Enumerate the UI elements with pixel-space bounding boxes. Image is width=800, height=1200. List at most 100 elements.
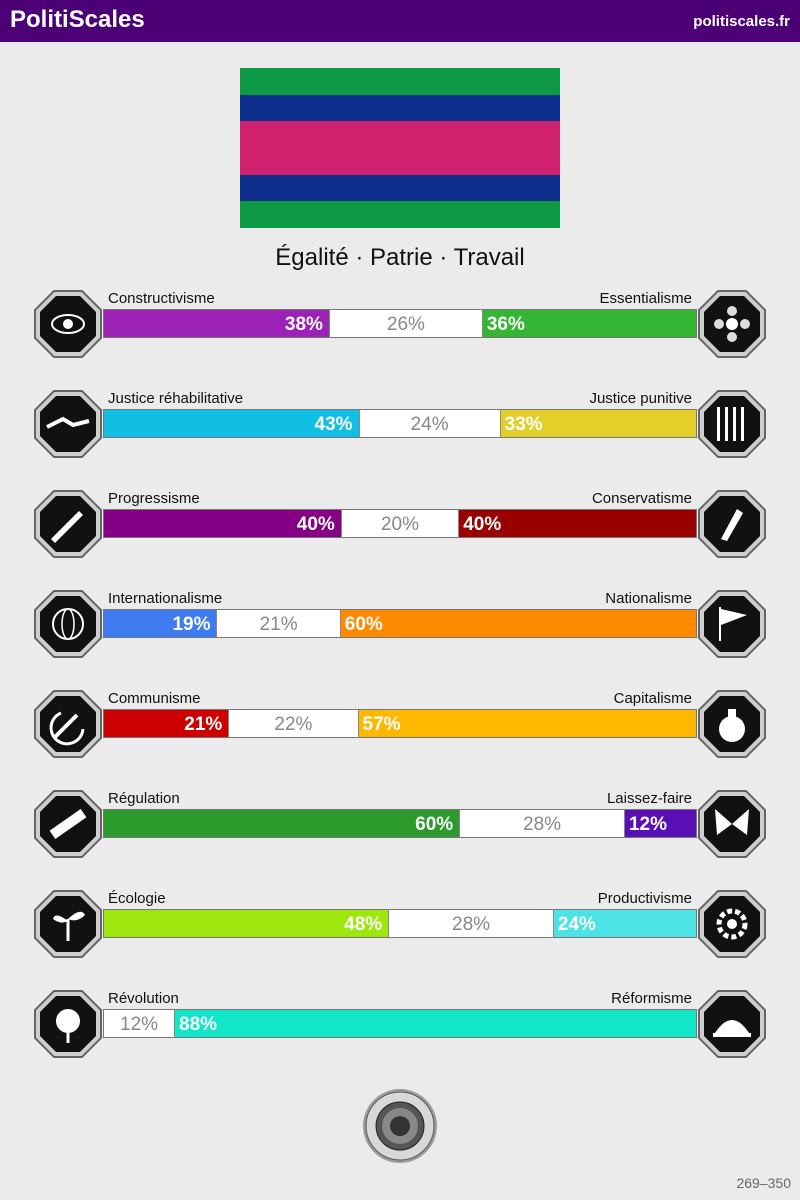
axis-row: Justice réhabilitative Justice punitive 43…	[0, 389, 800, 489]
hammer-sickle-icon	[34, 690, 102, 758]
axis-right-segment: 60%	[340, 610, 696, 637]
axis-row: Écologie Productivisme 48% 28% 24%	[0, 889, 800, 989]
axis-neutral-segment-value: 12%	[120, 1014, 159, 1035]
axis-right-segment-value: 60%	[344, 614, 383, 635]
axis-right-segment: 57%	[358, 710, 696, 737]
axis-neutral-segment-value: 28%	[523, 814, 562, 835]
rocket-icon	[34, 490, 102, 558]
axis-row: Internationalisme Nationalisme 19% 21% 60%	[0, 589, 800, 689]
axis-bar: 43% 24% 33%	[103, 409, 697, 438]
axis-right-label: Nationalisme	[605, 590, 692, 607]
gear-icon	[698, 890, 766, 958]
axis-right-segment-value: 57%	[362, 714, 401, 735]
axis-row: Régulation Laissez-faire 60% 28% 12%	[0, 789, 800, 889]
axis-right-segment-value: 40%	[463, 514, 502, 535]
axis-right-segment: 36%	[482, 310, 696, 337]
axis-right-label: Réformisme	[611, 990, 692, 1007]
axis-row: Révolution Réformisme 12% 88%	[0, 989, 800, 1089]
axis-neutral-segment: 21%	[216, 610, 341, 637]
axis-neutral-segment: 20%	[340, 510, 460, 537]
sprout-icon	[34, 890, 102, 958]
axis-right-segment: 40%	[459, 510, 696, 537]
axis-right-segment-value: 24%	[557, 914, 596, 935]
axis-neutral-segment-value: 20%	[380, 514, 419, 535]
axis-neutral-segment-value: 26%	[386, 314, 425, 335]
flag-stripe	[240, 95, 560, 121]
axis-left-segment: 43%	[104, 410, 359, 437]
axis-bar: 60% 28% 12%	[103, 809, 697, 838]
ideology-flag	[240, 68, 560, 228]
axis-left-label: Justice réhabilitative	[108, 390, 244, 407]
axis-row: Communisme Capitalisme 21% 22% 57%	[0, 689, 800, 789]
axis-neutral-segment-value: 21%	[259, 614, 298, 635]
money-bag-icon	[698, 690, 766, 758]
axis-left-label: Régulation	[108, 790, 180, 807]
axis-left-segment-value: 40%	[296, 514, 335, 535]
axis-left-label: Progressisme	[108, 490, 200, 507]
axis-bar: 48% 28% 24%	[103, 909, 697, 938]
axis-left-segment-value: 21%	[184, 714, 223, 735]
parliament-icon	[698, 990, 766, 1058]
axis-row: Progressisme Conservatisme 40% 20% 40%	[0, 489, 800, 589]
axis-left-label: Écologie	[108, 890, 166, 907]
axis-left-segment: 21%	[104, 710, 229, 737]
axis-left-segment-value: 38%	[284, 314, 323, 335]
seal-icon	[363, 1089, 437, 1163]
flag-stripe	[240, 201, 560, 228]
flag-stripe	[240, 175, 560, 201]
axis-right-segment: 88%	[175, 1010, 696, 1037]
flag-stripe	[240, 68, 560, 95]
axis-right-segment-value: 88%	[179, 1014, 218, 1035]
axis-left-segment: 48%	[104, 910, 389, 937]
axis-left-segment: 38%	[104, 310, 329, 337]
axis-right-label: Capitalisme	[613, 690, 692, 707]
header-bar: PolitiScales politiscales.fr	[0, 0, 800, 42]
axis-right-label: Laissez-faire	[606, 790, 692, 807]
motto: Égalité · Patrie · Travail	[275, 244, 525, 271]
prison-bars-icon	[698, 390, 766, 458]
axis-neutral-segment: 28%	[388, 910, 554, 937]
axis-neutral-segment: 26%	[328, 310, 483, 337]
axis-left-label: Internationalisme	[108, 590, 223, 607]
axis-right-segment: 33%	[500, 410, 696, 437]
axis-neutral-segment-value: 28%	[452, 914, 491, 935]
butterfly-icon	[698, 790, 766, 858]
axis-bar: 40% 20% 40%	[103, 509, 697, 538]
axis-bar: 21% 22% 57%	[103, 709, 697, 738]
ruler-icon	[34, 790, 102, 858]
axis-left-label: Constructivisme	[108, 290, 215, 307]
axis-neutral-segment: 12%	[104, 1010, 176, 1037]
axis-left-segment: 40%	[104, 510, 341, 537]
axis-right-segment: 12%	[624, 810, 696, 837]
axis-left-segment-value: 43%	[314, 414, 353, 435]
rose-icon	[34, 990, 102, 1058]
score-range: 269–350	[736, 1175, 791, 1191]
axis-right-label: Essentialisme	[599, 290, 692, 307]
axis-bar: 19% 21% 60%	[103, 609, 697, 638]
axis-neutral-segment: 22%	[228, 710, 359, 737]
handshake-icon	[34, 390, 102, 458]
flag-stripe	[240, 121, 560, 175]
site-link[interactable]: politiscales.fr	[693, 13, 790, 30]
axis-left-segment-value: 48%	[344, 914, 383, 935]
flower-icon	[698, 290, 766, 358]
axis-right-segment-value: 36%	[486, 314, 525, 335]
axis-right-segment-value: 33%	[504, 414, 543, 435]
axis-neutral-segment-value: 24%	[410, 414, 449, 435]
axis-neutral-segment: 28%	[459, 810, 625, 837]
axis-right-segment-value: 12%	[628, 814, 667, 835]
axis-neutral-segment-value: 22%	[274, 714, 313, 735]
axis-left-segment: 19%	[104, 610, 217, 637]
axis-bar: 38% 26% 36%	[103, 309, 697, 338]
axis-left-segment-value: 19%	[172, 614, 211, 635]
axis-left-label: Communisme	[108, 690, 201, 707]
axis-right-label: Conservatisme	[591, 490, 692, 507]
axis-left-label: Révolution	[108, 990, 179, 1007]
quill-icon	[698, 490, 766, 558]
axis-bar: 12% 88%	[103, 1009, 697, 1038]
axis-right-label: Justice punitive	[589, 390, 692, 407]
eye-icon	[34, 290, 102, 358]
axis-neutral-segment: 24%	[358, 410, 501, 437]
globe-icon	[34, 590, 102, 658]
brand-logo[interactable]: PolitiScales	[10, 6, 145, 33]
